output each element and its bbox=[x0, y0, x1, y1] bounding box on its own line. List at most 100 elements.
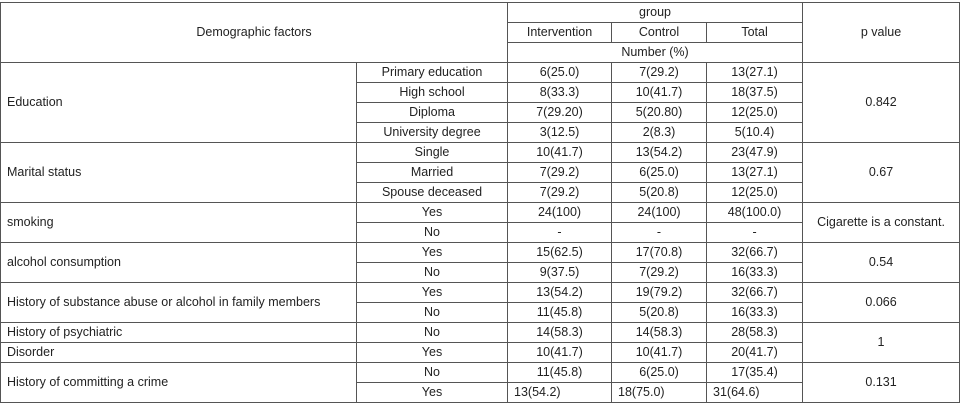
header-p-value: p value bbox=[802, 2, 960, 63]
sub-label: No bbox=[355, 302, 509, 323]
table-row: Spouse deceased 7(29.2) 5(20.8) 12(25.0) bbox=[1, 182, 960, 203]
table-row: Disorder Yes 10(41.7) 10(41.7) 20(41.7) bbox=[0, 342, 960, 363]
sub-label: Yes bbox=[355, 282, 509, 303]
sub-label: High school bbox=[355, 82, 509, 103]
sub-label: Yes bbox=[355, 242, 509, 263]
intervention-cell: 7(29.2) bbox=[507, 162, 613, 183]
p-value-psychiatric: 1 bbox=[802, 322, 960, 363]
total-cell: 12(25.0) bbox=[706, 182, 804, 203]
table-row: Diploma 7(29.20) 5(20.80) 12(25.0) bbox=[1, 102, 960, 123]
table-row: Yes 13(54.2) 18(75.0) 31(64.6) bbox=[1, 382, 960, 403]
intervention-cell: - bbox=[507, 222, 613, 243]
control-cell: 7(29.2) bbox=[611, 262, 708, 283]
factor-education: Education bbox=[0, 62, 357, 143]
p-value-alcohol: 0.54 bbox=[802, 242, 960, 283]
factor-alcohol: alcohol consumption bbox=[0, 242, 357, 283]
sub-label: Primary education bbox=[355, 62, 509, 83]
intervention-cell: 8(33.3) bbox=[507, 82, 613, 103]
table-row: Education Primary education 6(25.0) 7(29… bbox=[0, 62, 960, 143]
intervention-cell: 7(29.20) bbox=[507, 102, 613, 123]
control-cell: 5(20.8) bbox=[611, 302, 708, 323]
table-row: History of committing a crime No 11(45.8… bbox=[0, 362, 960, 403]
control-cell: 17(70.8) bbox=[611, 242, 708, 263]
intervention-cell: 14(58.3) bbox=[507, 322, 613, 343]
sub-label: University degree bbox=[355, 122, 509, 143]
sub-label: Diploma bbox=[355, 102, 509, 123]
sub-label: No bbox=[355, 222, 509, 243]
p-value-family: 0.066 bbox=[802, 282, 960, 323]
control-cell: 7(29.2) bbox=[611, 62, 708, 83]
intervention-cell: 10(41.7) bbox=[507, 342, 613, 363]
control-cell: 6(25.0) bbox=[611, 162, 708, 183]
control-cell: - bbox=[611, 222, 708, 243]
intervention-cell: 24(100) bbox=[507, 202, 613, 223]
total-cell: 48(100.0) bbox=[706, 202, 804, 223]
total-cell: - bbox=[706, 222, 804, 243]
header-group: group bbox=[507, 2, 804, 23]
control-cell: 10(41.7) bbox=[611, 82, 708, 103]
total-cell: 32(66.7) bbox=[706, 242, 804, 263]
intervention-cell: 11(45.8) bbox=[507, 362, 613, 383]
total-cell: 16(33.3) bbox=[706, 302, 804, 323]
table-row: smoking Yes 24(100) 24(100) 48(100.0) Ci… bbox=[0, 202, 960, 243]
p-value-education: 0.842 bbox=[802, 62, 960, 143]
header-row-1: Demographic factors group p value bbox=[0, 2, 960, 63]
intervention-cell: 6(25.0) bbox=[507, 62, 613, 83]
sub-label: No bbox=[355, 262, 509, 283]
factor-psychiatric-line2: Disorder bbox=[0, 342, 357, 363]
control-cell: 24(100) bbox=[611, 202, 708, 223]
control-cell: 2(8.3) bbox=[611, 122, 708, 143]
table-row: History of psychiatric No 14(58.3) 14(58… bbox=[0, 322, 960, 363]
control-cell: 13(54.2) bbox=[611, 142, 708, 163]
total-cell: 23(47.9) bbox=[706, 142, 804, 163]
control-cell: 6(25.0) bbox=[611, 362, 708, 383]
sub-label: No bbox=[355, 322, 509, 343]
total-cell: 16(33.3) bbox=[706, 262, 804, 283]
header-intervention: Intervention bbox=[507, 22, 613, 43]
header-number-percent: Number (%) bbox=[507, 42, 804, 63]
total-cell: 13(27.1) bbox=[706, 62, 804, 83]
table-row: Married 7(29.2) 6(25.0) 13(27.1) bbox=[1, 162, 960, 183]
total-cell: 32(66.7) bbox=[706, 282, 804, 303]
total-cell: 18(37.5) bbox=[706, 82, 804, 103]
header-total: Total bbox=[706, 22, 804, 43]
sub-label: Married bbox=[355, 162, 509, 183]
control-cell: 19(79.2) bbox=[611, 282, 708, 303]
intervention-cell: 15(62.5) bbox=[507, 242, 613, 263]
intervention-cell: 7(29.2) bbox=[507, 182, 613, 203]
table-row: History of substance abuse or alcohol in… bbox=[0, 282, 960, 323]
control-cell: 5(20.80) bbox=[611, 102, 708, 123]
sub-label: Yes bbox=[355, 342, 509, 363]
total-cell: 20(41.7) bbox=[706, 342, 804, 363]
total-cell: 28(58.3) bbox=[706, 322, 804, 343]
control-cell: 18(75.0) bbox=[611, 382, 708, 403]
control-cell: 5(20.8) bbox=[611, 182, 708, 203]
total-cell: 5(10.4) bbox=[706, 122, 804, 143]
table-row: No 11(45.8) 5(20.8) 16(33.3) bbox=[1, 302, 960, 323]
factor-family-history: History of substance abuse or alcohol in… bbox=[0, 282, 357, 323]
factor-smoking: smoking bbox=[0, 202, 357, 243]
table-row: Marital status Single 10(41.7) 13(54.2) … bbox=[0, 142, 960, 203]
sub-label: Yes bbox=[355, 202, 509, 223]
intervention-cell: 9(37.5) bbox=[507, 262, 613, 283]
intervention-cell: 13(54.2) bbox=[507, 382, 613, 403]
table-row: alcohol consumption Yes 15(62.5) 17(70.8… bbox=[0, 242, 960, 283]
sub-label: Yes bbox=[355, 382, 509, 403]
intervention-cell: 13(54.2) bbox=[507, 282, 613, 303]
header-demographic-factors: Demographic factors bbox=[0, 2, 509, 63]
p-value-crime: 0.131 bbox=[802, 362, 960, 403]
table-row: No 9(37.5) 7(29.2) 16(33.3) bbox=[1, 262, 960, 283]
header-control: Control bbox=[611, 22, 708, 43]
p-value-marital: 0.67 bbox=[802, 142, 960, 203]
factor-marital-status: Marital status bbox=[0, 142, 357, 203]
factor-crime: History of committing a crime bbox=[0, 362, 357, 403]
sub-label: Spouse deceased bbox=[355, 182, 509, 203]
factor-psychiatric-line1: History of psychiatric bbox=[0, 322, 357, 343]
intervention-cell: 10(41.7) bbox=[507, 142, 613, 163]
intervention-cell: 11(45.8) bbox=[507, 302, 613, 323]
total-cell: 12(25.0) bbox=[706, 102, 804, 123]
total-cell: 13(27.1) bbox=[706, 162, 804, 183]
table-row: University degree 3(12.5) 2(8.3) 5(10.4) bbox=[1, 122, 960, 143]
